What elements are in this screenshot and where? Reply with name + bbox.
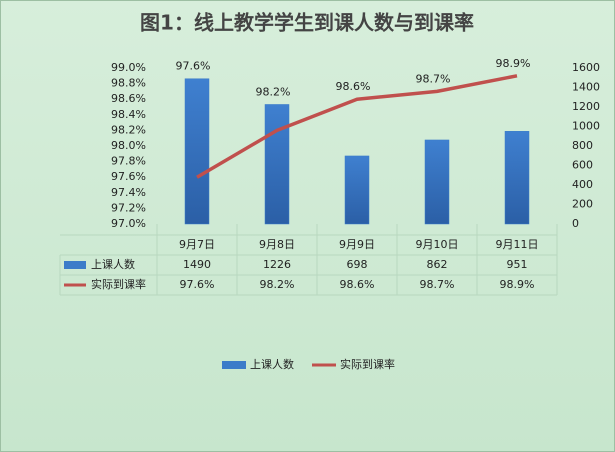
y-tick-label: 97.4%: [111, 186, 146, 199]
legend-key: [222, 361, 246, 369]
x-tick-label: 9月10日: [416, 238, 459, 251]
y-tick-label: 99.0%: [111, 61, 146, 74]
y-tick-label: 97.8%: [111, 155, 146, 168]
y-tick-label: 98.0%: [111, 139, 146, 152]
y-tick-label: 98.4%: [111, 108, 146, 121]
table-series-name: 实际到课率: [91, 277, 146, 291]
bar: [184, 78, 210, 225]
y2-tick-label: 1000: [572, 120, 600, 133]
y-tick-label: 97.6%: [111, 170, 146, 183]
chart-title: 图1：线上教学学生到课人数与到课率: [140, 11, 474, 35]
table-key: [64, 261, 86, 269]
bar: [504, 131, 530, 225]
table-cell: 97.6%: [180, 278, 215, 291]
table-cell: 98.7%: [420, 278, 455, 291]
y2-tick-label: 200: [572, 198, 593, 211]
table-cell: 862: [427, 258, 448, 271]
legend-label: 上课人数: [250, 358, 294, 371]
x-tick-label: 9月9日: [339, 238, 375, 251]
y-tick-label: 98.8%: [111, 77, 146, 90]
y-tick-label: 98.6%: [111, 92, 146, 105]
data-label: 98.7%: [416, 72, 451, 85]
y2-tick-label: 600: [572, 159, 593, 172]
x-tick-label: 9月7日: [179, 238, 215, 251]
data-label: 98.2%: [256, 85, 291, 98]
bar: [264, 104, 290, 225]
legend-label: 实际到课率: [340, 357, 395, 371]
y2-tick-label: 1400: [572, 81, 600, 94]
table-cell: 1490: [183, 258, 211, 271]
y-tick-label: 98.2%: [111, 123, 146, 136]
y-tick-label: 97.0%: [111, 217, 146, 230]
data-label: 98.6%: [336, 80, 371, 93]
bar: [424, 139, 450, 225]
y2-tick-label: 1600: [572, 61, 600, 74]
line: [196, 74, 518, 179]
table-cell: 98.6%: [340, 278, 375, 291]
table-cell: 698: [347, 258, 368, 271]
table-cell: 1226: [263, 258, 291, 271]
bar: [344, 155, 370, 225]
y2-tick-label: 400: [572, 178, 593, 191]
data-label: 98.9%: [496, 57, 531, 70]
table-series-name: 上课人数: [91, 258, 135, 271]
y2-tick-label: 800: [572, 139, 593, 152]
y2-tick-label: 1200: [572, 100, 600, 113]
data-label: 97.6%: [176, 60, 211, 73]
x-tick-label: 9月11日: [496, 238, 539, 251]
table-cell: 98.9%: [500, 278, 535, 291]
y-tick-label: 97.2%: [111, 201, 146, 214]
table-cell: 951: [507, 258, 528, 271]
y2-tick-label: 0: [572, 217, 579, 230]
table-cell: 98.2%: [260, 278, 295, 291]
x-tick-label: 9月8日: [259, 238, 295, 251]
